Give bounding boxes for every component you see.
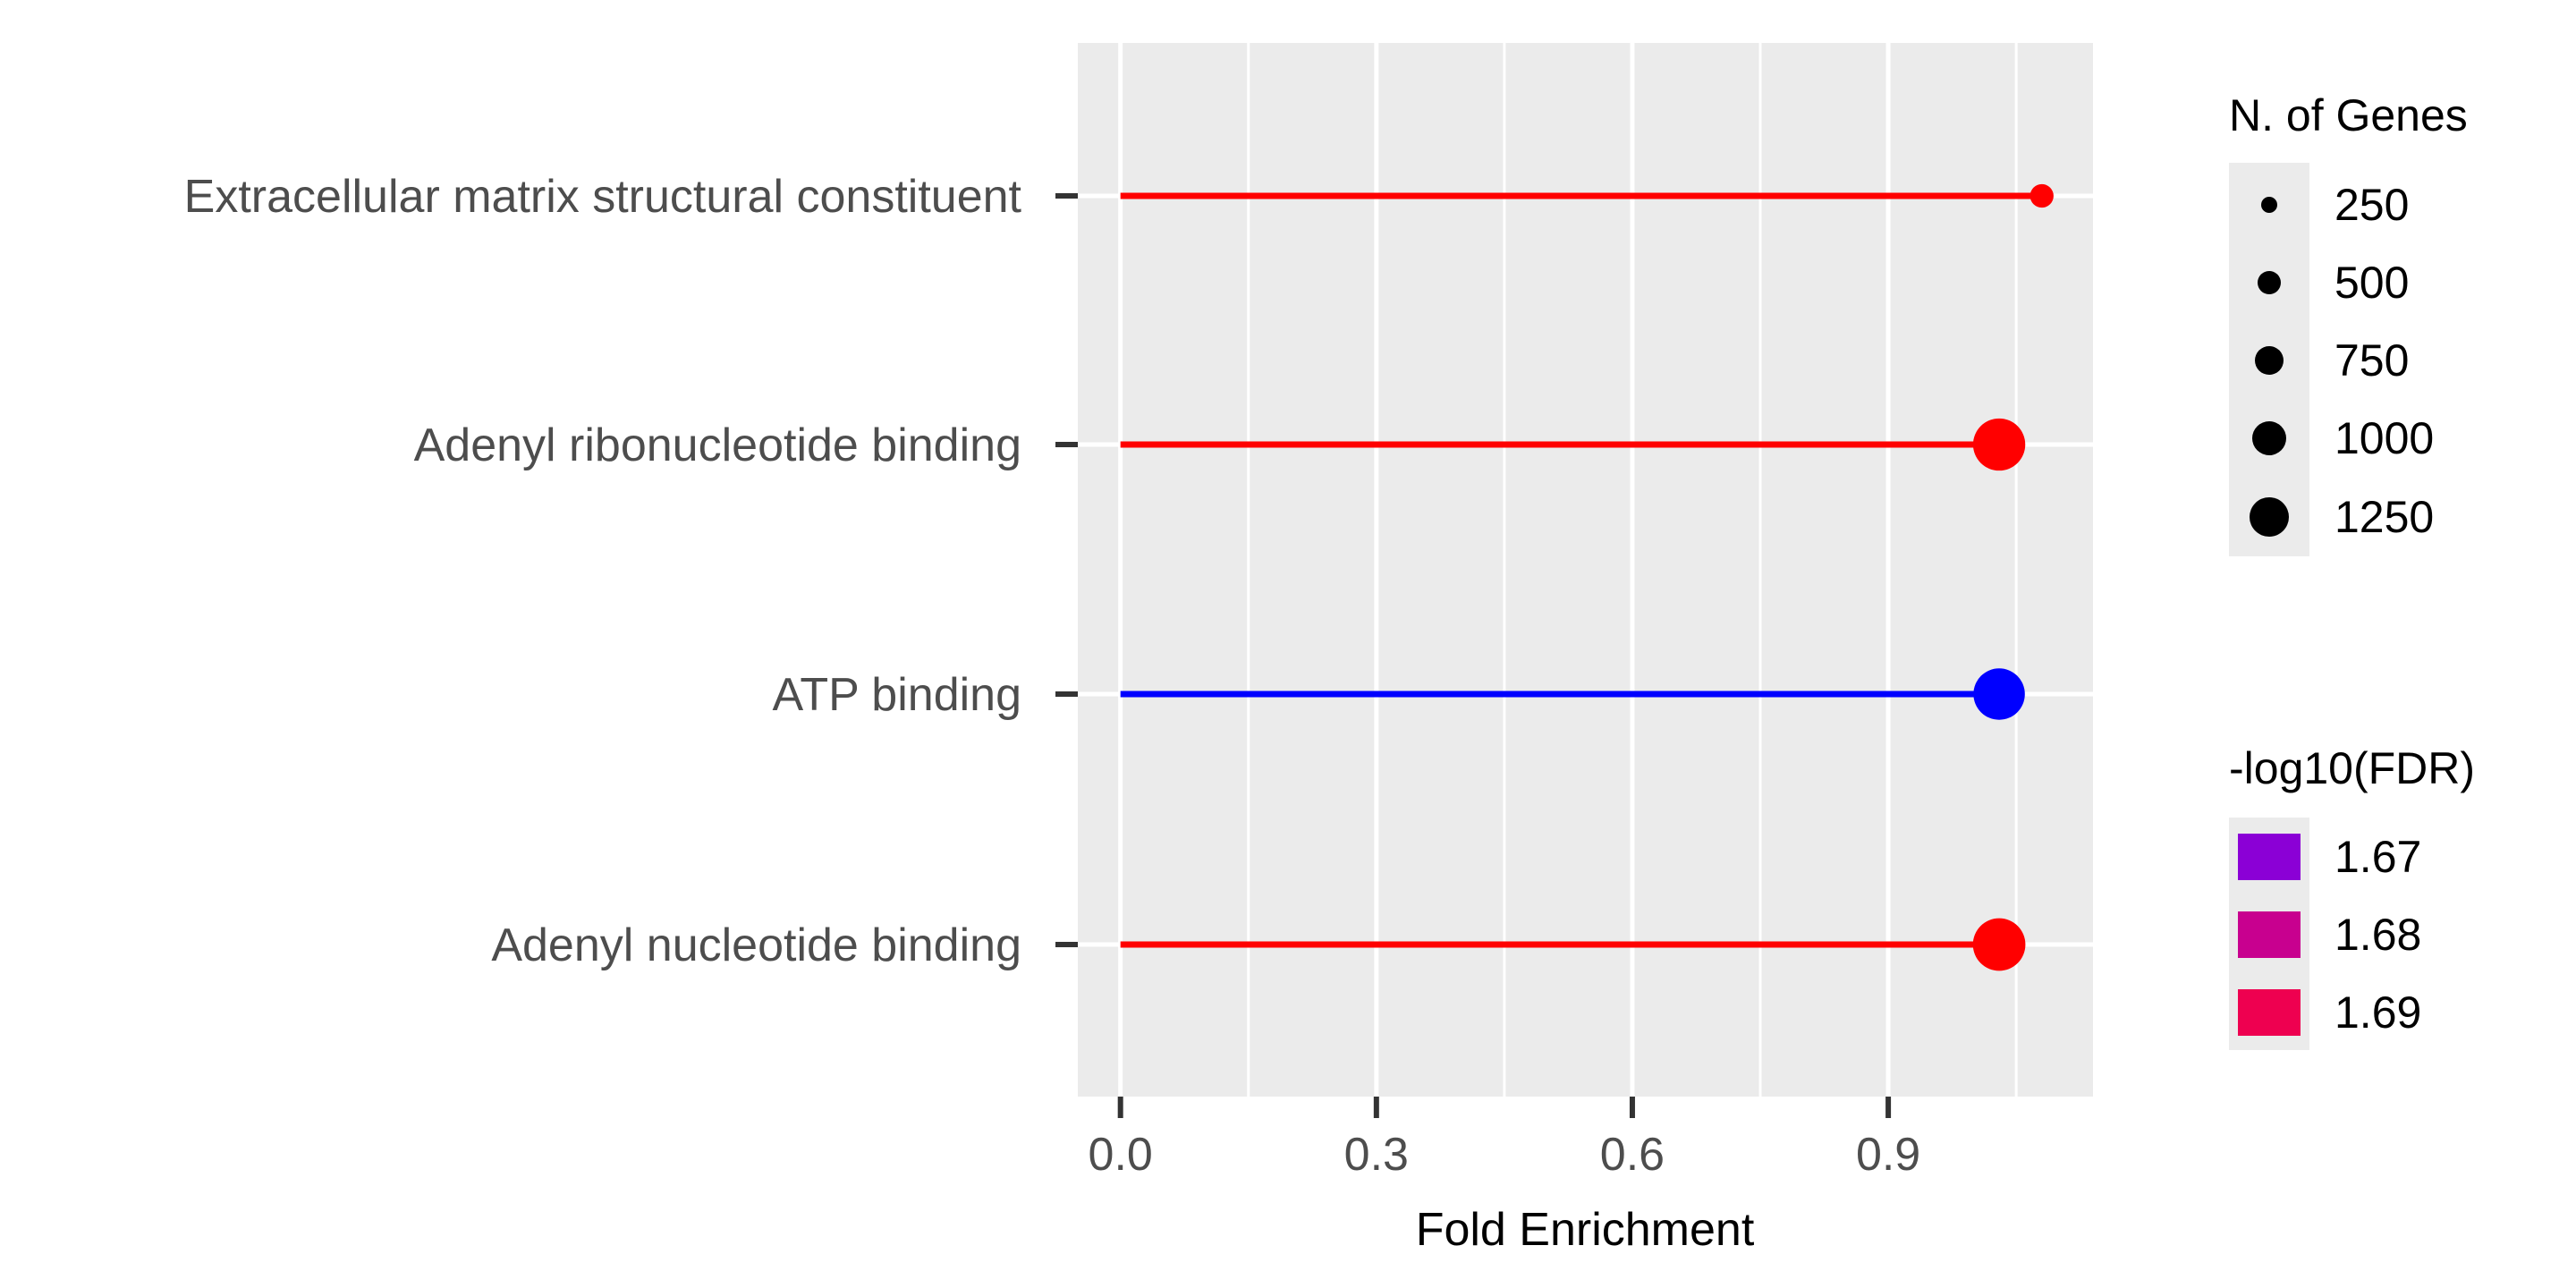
x-tick-label: 0.6 bbox=[1600, 1129, 1665, 1181]
size-legend-key bbox=[2258, 271, 2281, 294]
size-legend-title: N. of Genes bbox=[2229, 90, 2468, 140]
x-tick-label: 0.3 bbox=[1344, 1129, 1409, 1181]
size-legend-key bbox=[2250, 497, 2289, 537]
y-tick-label: Adenyl nucleotide binding bbox=[491, 919, 1021, 971]
size-legend-key bbox=[2252, 421, 2286, 455]
color-legend-key-dot bbox=[2246, 989, 2292, 1036]
size-legend-label: 250 bbox=[2334, 180, 2409, 230]
plot-panel bbox=[1078, 43, 2093, 1097]
size-legend-label: 750 bbox=[2334, 335, 2409, 386]
size-legend: N. of Genes 250 500 750 1000 1250 bbox=[2229, 90, 2468, 556]
y-tick-label: ATP binding bbox=[773, 669, 1021, 721]
x-axis: 0.0 0.3 0.6 0.9 bbox=[1089, 1097, 1920, 1181]
size-legend-label: 1000 bbox=[2334, 413, 2434, 463]
size-legend-label: 1250 bbox=[2334, 492, 2434, 542]
y-tick-label: Adenyl ribonucleotide binding bbox=[414, 419, 1021, 471]
size-legend-label: 500 bbox=[2334, 258, 2409, 308]
lollipop-point bbox=[2029, 183, 2054, 208]
color-legend: -log10(FDR) 1.67 1.68 1.69 bbox=[2229, 743, 2475, 1050]
lollipop-points bbox=[1972, 183, 2054, 971]
color-legend-key-dot bbox=[2246, 834, 2292, 880]
color-legend-key-dot bbox=[2246, 911, 2292, 958]
color-legend-title: -log10(FDR) bbox=[2229, 743, 2475, 793]
y-tick-label: Extracellular matrix structural constitu… bbox=[184, 171, 1022, 223]
size-legend-key bbox=[2261, 197, 2277, 213]
color-legend-label: 1.68 bbox=[2334, 910, 2421, 960]
size-legend-key bbox=[2255, 346, 2284, 375]
lollipop-point bbox=[1972, 418, 2026, 471]
lollipop-point bbox=[1973, 668, 2025, 720]
color-legend-label: 1.69 bbox=[2334, 987, 2421, 1038]
lollipop-segments bbox=[1120, 192, 2042, 948]
lollipop-point bbox=[1972, 918, 2026, 971]
x-axis-title: Fold Enrichment bbox=[1416, 1204, 1755, 1256]
y-axis: Extracellular matrix structural constitu… bbox=[184, 171, 1078, 971]
x-tick-label: 0.0 bbox=[1089, 1129, 1153, 1181]
color-legend-label: 1.67 bbox=[2334, 832, 2421, 882]
x-tick-label: 0.9 bbox=[1856, 1129, 1920, 1181]
